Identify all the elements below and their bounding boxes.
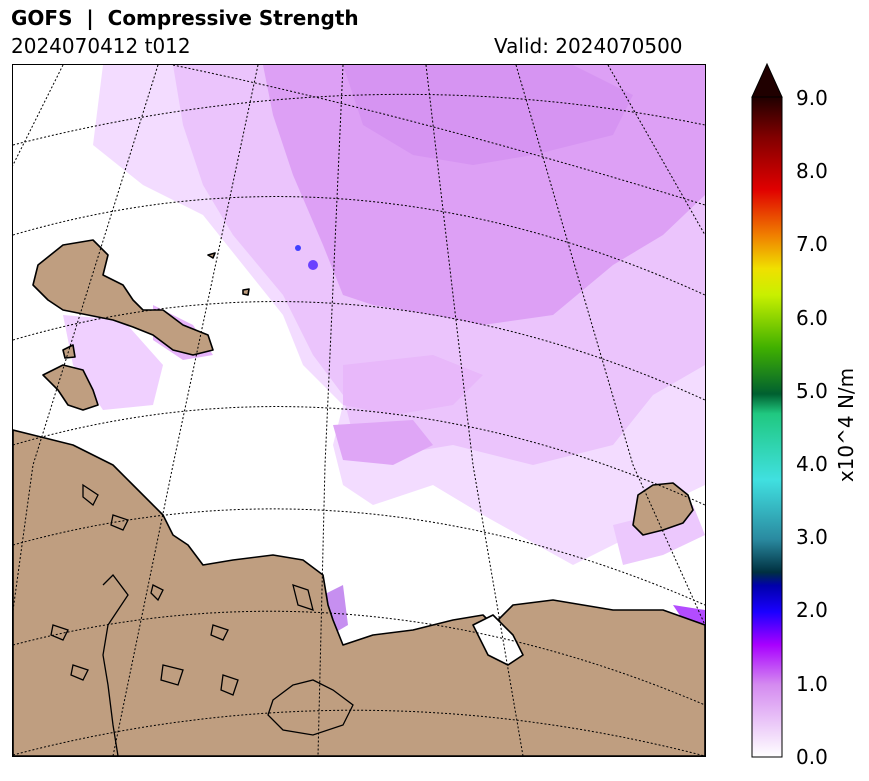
valid-time-label: Valid: 2024070500 xyxy=(494,34,683,58)
graticule xyxy=(13,65,705,756)
colorbar-tick: 1.0 xyxy=(796,672,828,696)
land xyxy=(13,239,705,756)
map-canvas xyxy=(13,65,705,756)
colorbar-gradient xyxy=(751,96,783,758)
colorbar xyxy=(750,62,790,766)
colorbar-tick: 3.0 xyxy=(796,525,828,549)
map-panel[interactable] xyxy=(12,64,706,757)
map-title: GOFS | Compressive Strength xyxy=(11,6,359,30)
colorbar-extend-arrow xyxy=(751,62,783,98)
ice-field xyxy=(63,65,705,635)
colorbar-tick: 7.0 xyxy=(796,232,828,256)
colorbar-tick: 2.0 xyxy=(796,598,828,622)
colorbar-tick: 9.0 xyxy=(796,86,828,110)
model-run-label: 2024070412 t012 xyxy=(11,34,191,58)
colorbar-label: x10^4 N/m xyxy=(834,367,858,483)
colorbar-tick: 5.0 xyxy=(796,379,828,403)
colorbar-tick: 8.0 xyxy=(796,159,828,183)
colorbar-tick: 6.0 xyxy=(796,306,828,330)
colorbar-tick: 0.0 xyxy=(796,745,828,769)
colorbar-tick: 4.0 xyxy=(796,452,828,476)
